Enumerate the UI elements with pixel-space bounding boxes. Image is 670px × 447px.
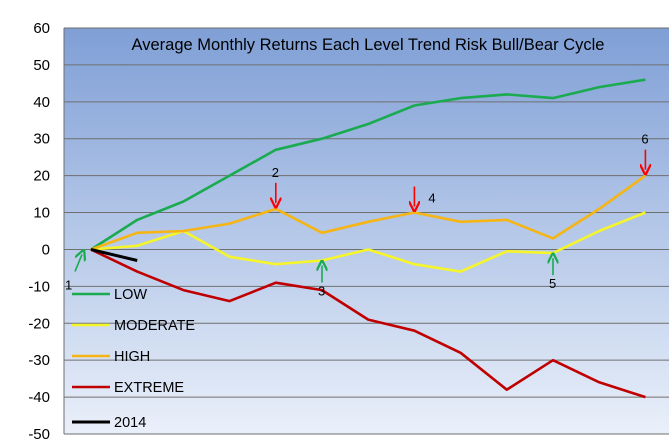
y-tick-label: 0	[42, 241, 50, 258]
annotations: 1 2 3 4 5 6	[65, 132, 649, 299]
y-tick-label: 10	[33, 205, 50, 222]
chart-title: Average Monthly Returns Each Level Trend…	[132, 36, 605, 54]
annotation-label: 5	[549, 276, 556, 291]
y-tick-label: -20	[28, 315, 50, 332]
legend-label: HIGH	[114, 349, 150, 365]
annotation-label: 2	[272, 165, 279, 180]
annotation-1: 1	[65, 254, 82, 292]
annotation-4: 4	[414, 186, 436, 207]
annotation-2: 2	[272, 165, 279, 203]
y-tick-label: -10	[28, 278, 50, 295]
legend-item-extreme: EXTREME	[72, 380, 184, 396]
legend-label: 2014	[114, 415, 146, 431]
y-tick-label: 20	[33, 168, 50, 185]
y-axis-ticks: 60 50 40 30 20 10 0 -10 -20 -30 -40 -50	[28, 20, 50, 443]
legend-item-moderate: MODERATE	[72, 318, 195, 334]
annotation-5: 5	[549, 258, 556, 291]
annotation-label: 4	[428, 191, 435, 206]
annotation-label: 1	[65, 277, 72, 292]
annotation-label: 3	[318, 284, 325, 299]
legend-item-low: LOW	[72, 287, 147, 303]
y-tick-label: 40	[33, 94, 50, 111]
annotation-label: 6	[641, 132, 648, 147]
legend-item-2014: 2014	[72, 415, 146, 431]
legend-item-high: HIGH	[72, 349, 150, 365]
series-line-high	[90, 174, 647, 251]
series-line-2014	[90, 248, 138, 262]
legend-label: MODERATE	[114, 318, 195, 334]
annotation-6: 6	[641, 132, 648, 170]
series-line-low	[90, 78, 646, 251]
up-arrow-icon	[74, 254, 82, 272]
legend-label: LOW	[114, 287, 147, 303]
y-tick-label: -40	[28, 389, 50, 406]
legend-label: EXTREME	[114, 380, 184, 396]
y-tick-label: 60	[33, 20, 50, 37]
y-tick-label: -50	[28, 426, 50, 443]
y-tick-label: 30	[33, 131, 50, 148]
legend: LOW MODERATE HIGH EXTREME 2014	[72, 287, 195, 431]
y-tick-label: 50	[33, 57, 50, 74]
annotation-3: 3	[318, 266, 325, 299]
series-line-extreme	[90, 248, 646, 399]
y-tick-label: -30	[28, 352, 50, 369]
gridlines	[63, 27, 669, 435]
